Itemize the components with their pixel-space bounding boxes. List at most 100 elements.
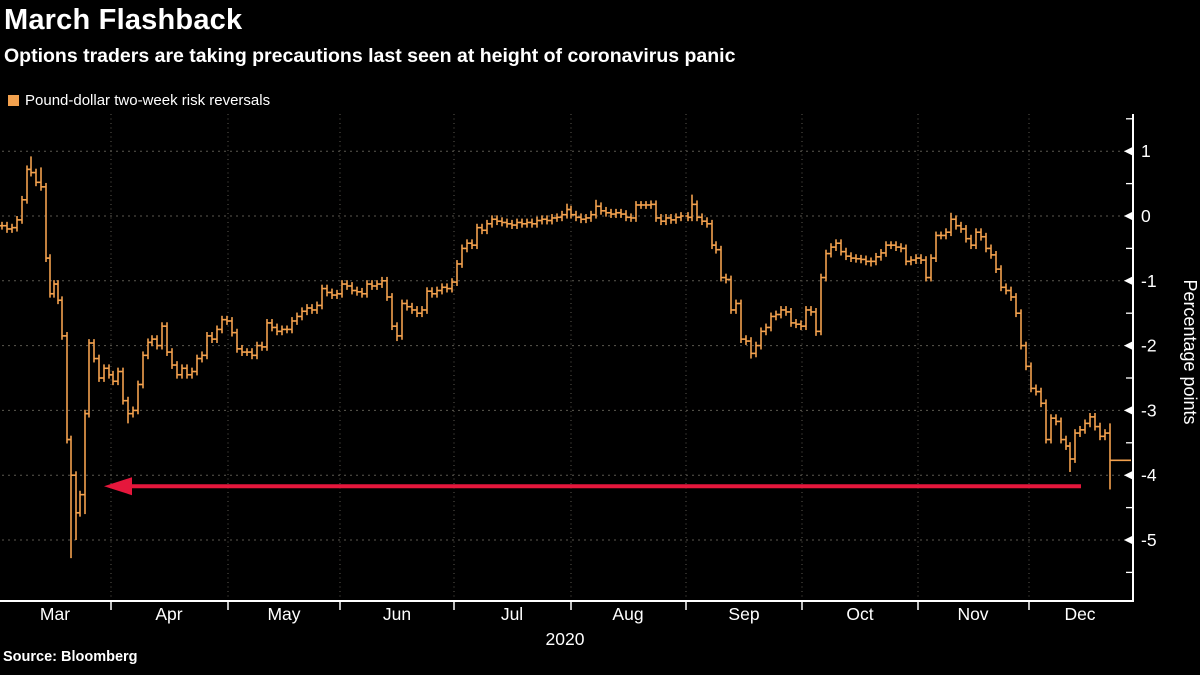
ohlc-bar xyxy=(863,255,869,266)
x-month-label: Sep xyxy=(728,604,759,624)
ohlc-bar xyxy=(663,214,669,226)
ohlc-bar xyxy=(14,216,20,232)
ohlc-bar xyxy=(704,217,710,228)
y-tick-label: -4 xyxy=(1141,465,1157,485)
ohlc-bar xyxy=(529,218,535,228)
y-major-tick-arrow xyxy=(1124,470,1133,480)
ohlc-bar xyxy=(254,341,260,360)
ohlc-bar xyxy=(47,254,53,298)
ohlc-bar xyxy=(404,299,410,311)
ohlc-bar xyxy=(424,287,430,314)
ohlc-bar xyxy=(209,331,215,344)
ohlc-bar xyxy=(828,243,834,258)
ohlc-bar xyxy=(449,278,455,293)
ohlc-bar xyxy=(179,364,185,379)
arrow-head-icon xyxy=(104,477,132,496)
ohlc-bar xyxy=(539,215,545,225)
ohlc-bar xyxy=(459,244,465,268)
ohlc-bar xyxy=(853,254,859,263)
y-major-tick-arrow xyxy=(1124,276,1133,286)
x-month-label: Oct xyxy=(846,604,873,624)
ohlc-bar xyxy=(199,351,205,363)
ohlc-bar xyxy=(758,327,764,350)
ohlc-bar xyxy=(309,304,315,314)
ohlc-bar xyxy=(843,247,849,261)
ohlc-bar xyxy=(82,409,88,515)
ohlc-bar xyxy=(489,215,495,228)
ohlc-bar xyxy=(948,212,954,237)
ohlc-bar xyxy=(130,406,136,418)
ohlc-bar xyxy=(504,218,510,228)
ohlc-bar xyxy=(1097,422,1103,441)
ohlc-bar xyxy=(38,167,44,191)
x-year-label: 2020 xyxy=(546,629,585,649)
march-level-arrow-annotation xyxy=(104,477,1081,496)
ohlc-bar xyxy=(998,265,1004,292)
ohlc-bar xyxy=(324,284,330,297)
ohlc-bar xyxy=(534,216,540,228)
ohlc-bar xyxy=(793,319,799,329)
ohlc-bar xyxy=(618,208,624,218)
ohlc-bar xyxy=(359,287,365,298)
ohlc-bar xyxy=(474,223,480,250)
ohlc-bar xyxy=(184,364,190,379)
ohlc-bar xyxy=(110,370,116,386)
ohlc-bar xyxy=(189,367,195,379)
ohlc-bar xyxy=(454,260,460,286)
ohlc-bar xyxy=(229,317,235,337)
ohlc-bar xyxy=(1018,309,1024,350)
ohlc-bar xyxy=(908,256,914,266)
ohlc-bar xyxy=(913,254,919,264)
ohlc-bar xyxy=(224,315,230,325)
ohlc-bar xyxy=(154,335,160,350)
ohlc-bar xyxy=(643,201,649,209)
ohlc-bar xyxy=(573,210,579,222)
y-major-tick-arrow xyxy=(1124,146,1133,156)
ohlc-bar xyxy=(399,299,405,340)
x-month-label: Nov xyxy=(957,604,988,624)
ohlc-bar xyxy=(983,232,989,253)
ohlc-bar xyxy=(699,213,705,226)
x-month-label: May xyxy=(267,604,300,624)
ohlc-bar xyxy=(369,280,375,290)
y-tick-label: -1 xyxy=(1141,271,1157,291)
ohlc-bar xyxy=(101,364,107,382)
ohlc-bar xyxy=(838,239,844,256)
ohlc-bar xyxy=(773,310,779,321)
ohlc-bar xyxy=(249,348,255,360)
ohlc-bar xyxy=(1067,442,1073,472)
ohlc-bar xyxy=(299,307,305,321)
ohlc-bar xyxy=(444,283,450,293)
ohlc-bar xyxy=(479,223,485,235)
ohlc-bar xyxy=(818,273,824,336)
ohlc-bar xyxy=(1092,412,1098,431)
x-month-label: Jul xyxy=(501,604,523,624)
ohlc-bar xyxy=(1053,414,1059,426)
ohlc-bar xyxy=(319,284,325,310)
y-tick-label: 1 xyxy=(1141,141,1151,161)
ohlc-bar xyxy=(73,471,79,540)
ohlc-bar xyxy=(469,239,475,250)
ohlc-bar xyxy=(968,234,974,250)
ohlc-bar xyxy=(259,341,265,351)
ohlc-bar xyxy=(598,202,604,215)
source-credit: Source: Bloomberg xyxy=(3,649,138,665)
ohlc-bar xyxy=(33,168,39,187)
ohlc-bar xyxy=(783,306,789,316)
ohlc-bar xyxy=(638,201,644,209)
ohlc-bar xyxy=(593,199,599,219)
ohlc-bar xyxy=(978,228,984,241)
ohlc-bar xyxy=(339,280,345,298)
ohlc-bar xyxy=(115,367,121,386)
ohlc-bar xyxy=(91,339,97,363)
ohlc-bar xyxy=(344,280,350,290)
ohlc-bar xyxy=(733,299,739,314)
ohlc-bar xyxy=(524,218,530,228)
ohlc-bar xyxy=(1072,429,1078,463)
ohlc-bar xyxy=(379,276,385,288)
ohlc-bar xyxy=(883,241,889,257)
ohlc-bar xyxy=(264,319,270,351)
ohlc-bar xyxy=(349,282,355,295)
ohlc-bar xyxy=(0,221,5,230)
